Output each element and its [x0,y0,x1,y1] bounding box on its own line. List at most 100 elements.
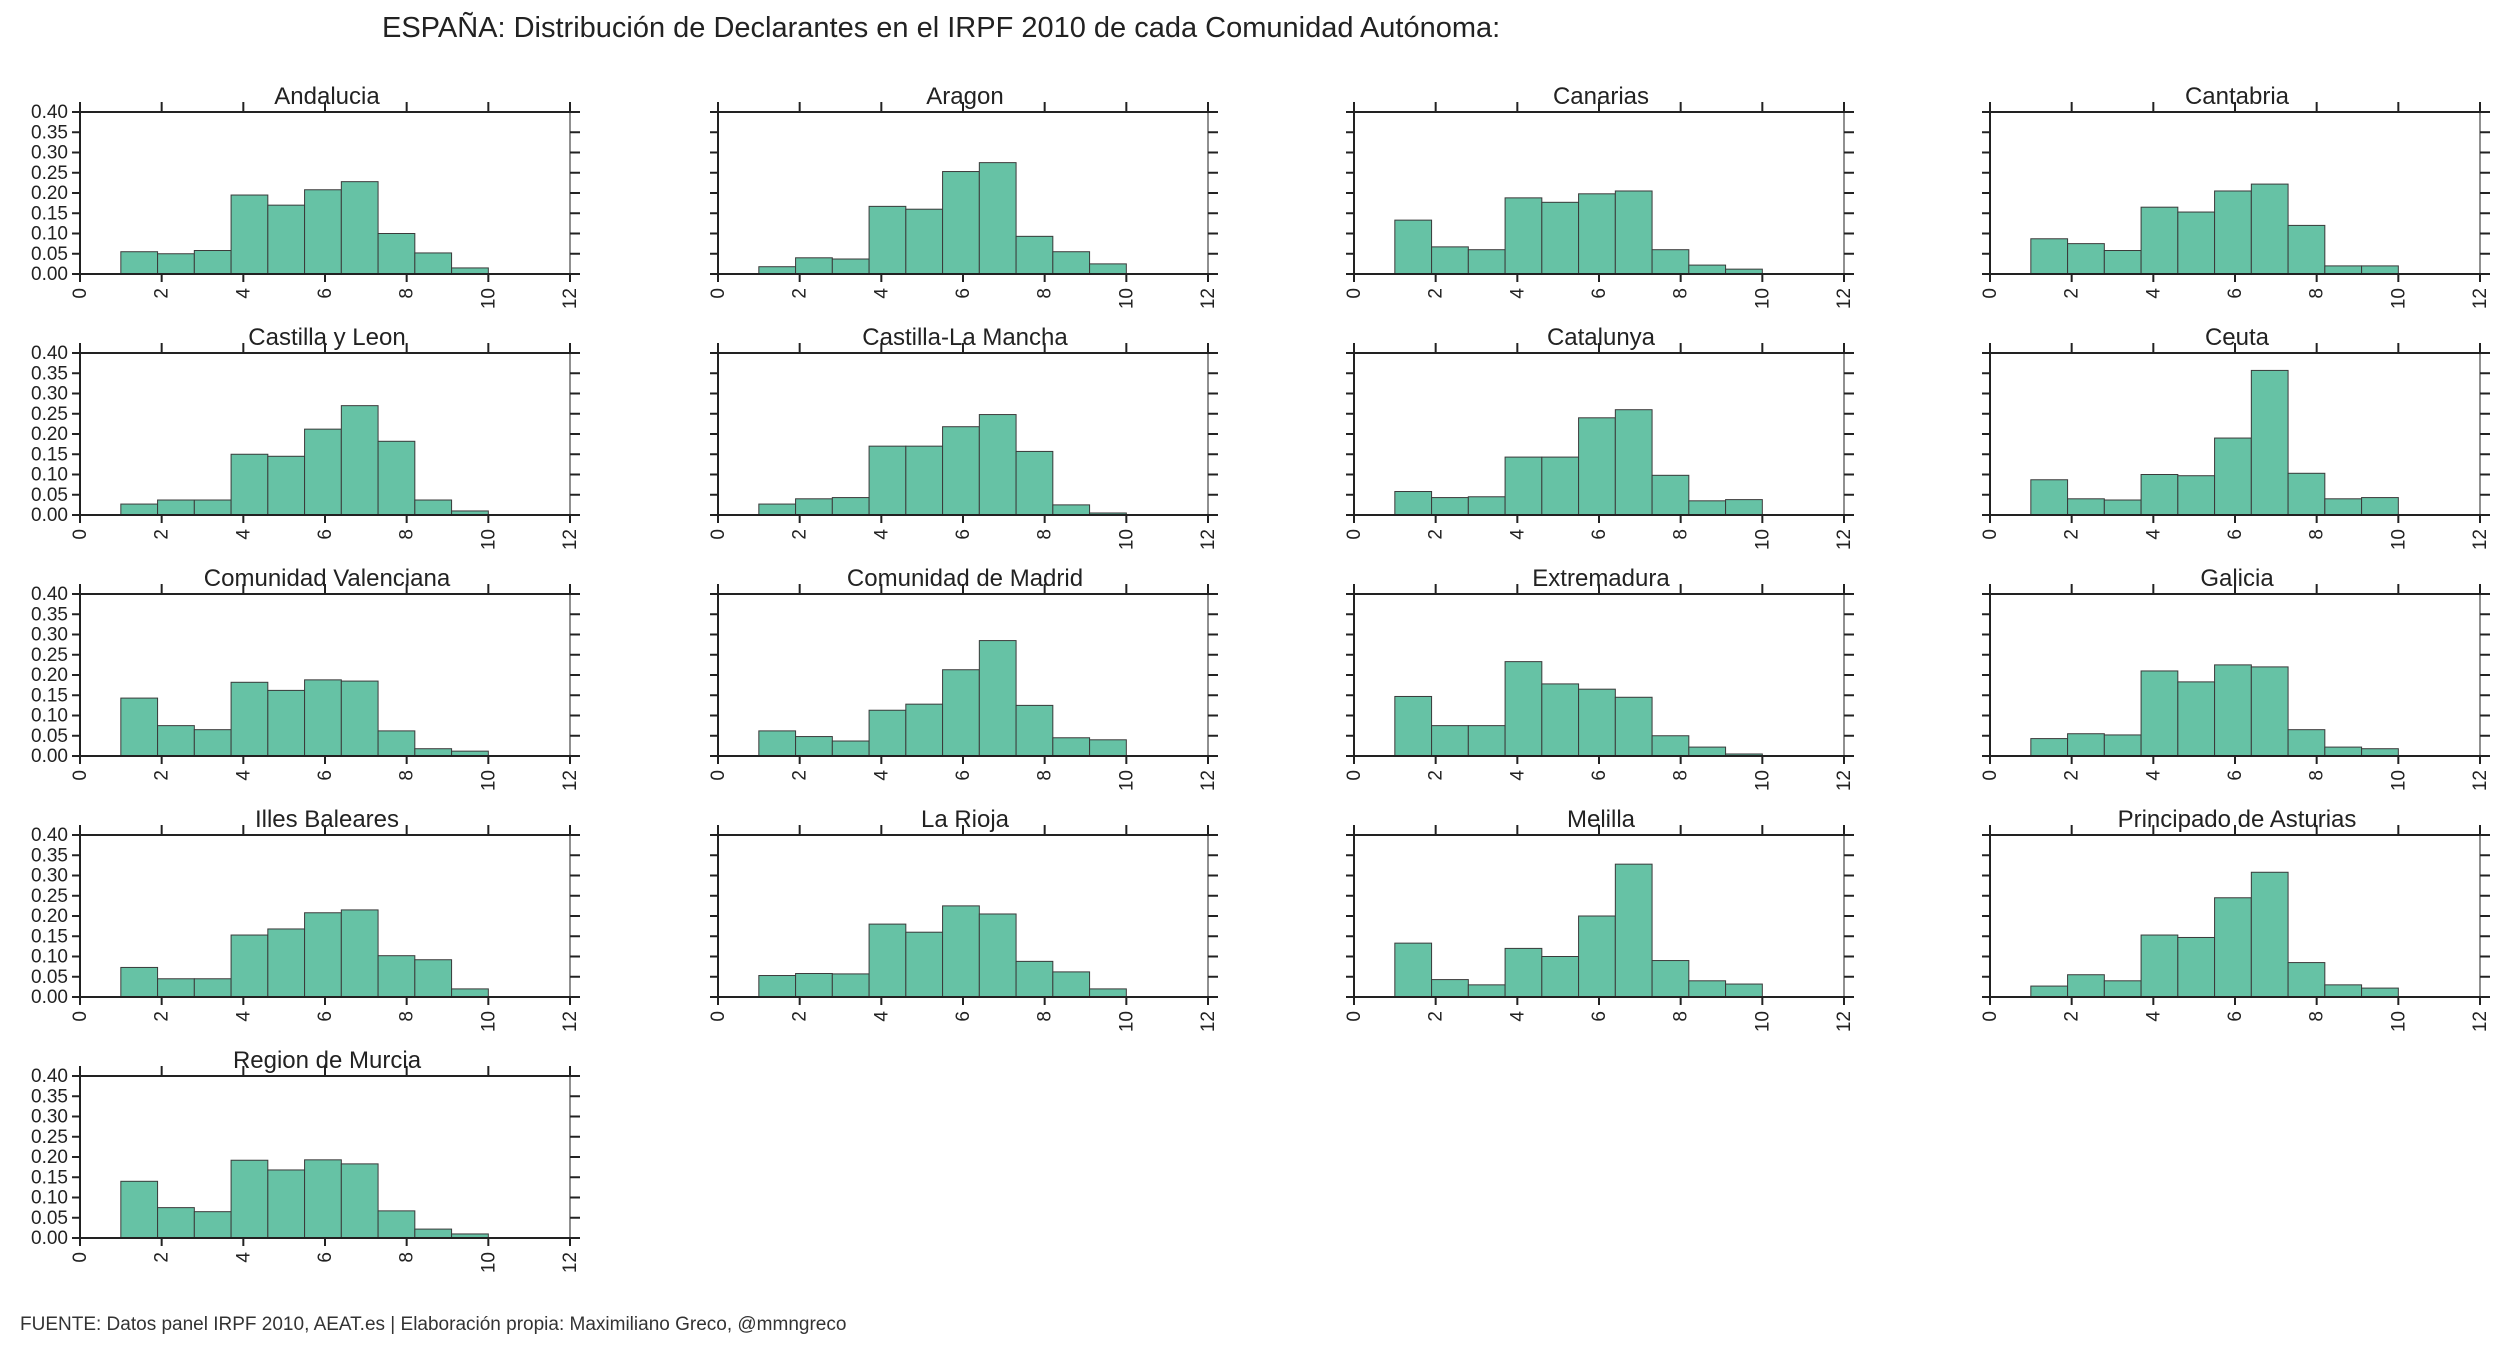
histogram-bar [2140,474,2179,516]
histogram-bar [1467,249,1506,275]
histogram-bar [377,233,416,275]
x-tick-label: 10 [1116,770,1137,791]
x-tick-label: 8 [1035,770,1056,781]
histogram-bar [2214,897,2252,998]
y-tick-label: 0.15 [31,203,68,224]
y-tick-label: 0.40 [31,584,68,605]
x-tick-label: 8 [397,529,418,540]
histogram-bar [2324,746,2363,757]
histogram-bar [377,1210,416,1239]
histogram-bar [1541,956,1580,998]
x-tick-label: 0 [1344,529,1365,540]
histogram-bar [905,931,944,998]
x-tick-label: 8 [397,288,418,299]
histogram-bar [1614,409,1653,516]
y-tick-label: 0.10 [31,1188,68,1209]
histogram-bar [1651,960,1690,998]
panel-extremadura: 0 2 4 6 8 10 12 Extremadura [1344,565,1855,791]
x-tick-label: 8 [2307,288,2328,299]
histogram-bar [1578,688,1616,757]
histogram-bar [795,257,833,275]
x-tick-label: 12 [1834,770,1855,791]
histogram-bar [120,251,159,275]
histogram-bar [1504,661,1543,757]
histogram-bar [1614,863,1653,998]
y-tick-label: 0.35 [31,122,68,143]
x-tick-label: 0 [1980,1011,2001,1022]
histogram-bar [2287,729,2326,757]
x-tick-label: 2 [790,529,811,540]
x-tick-label: 10 [1116,529,1137,550]
histogram-bar [377,730,416,757]
histogram-bar [414,499,453,516]
y-tick-label: 0.05 [31,967,68,988]
x-tick-label: 10 [1116,288,1137,309]
histogram-bar [2103,734,2142,757]
histogram-bar [1467,984,1506,998]
y-tick-label: 0.35 [31,845,68,866]
histogram-bar [942,171,980,275]
x-tick-label: 8 [1671,770,1692,781]
y-tick-label: 0.20 [31,1147,68,1168]
histogram-bar [304,189,342,275]
x-tick-label: 10 [1752,770,1773,791]
x-tick-label: 12 [560,1252,581,1273]
panel-comunidad-de-madrid: 0 2 4 6 8 10 12 Comunidad de Madrid [708,565,1219,791]
x-tick-label: 0 [70,288,91,299]
x-tick-label: 2 [2062,1011,2083,1022]
histogram-bar [1089,263,1127,275]
histogram-bar [2287,224,2326,275]
y-tick-label: 0.15 [31,685,68,706]
histogram-bar [1467,496,1506,516]
y-tick-label: 0.35 [31,604,68,625]
x-tick-label: 2 [152,288,173,299]
panel-title: Comunidad Valenciana [204,565,451,592]
histogram-bar [2177,681,2216,757]
histogram-bar [193,1211,232,1239]
x-tick-label: 2 [1426,288,1447,299]
histogram-bar [1688,746,1727,757]
histogram-bar [1394,942,1433,998]
histogram-bar [1504,197,1543,275]
x-tick-label: 6 [315,1011,336,1022]
y-tick-label: 0.30 [31,625,68,646]
histogram-bar [2250,369,2289,516]
histogram-bar [758,975,797,998]
x-tick-label: 0 [1344,770,1365,781]
histogram-bar [1089,739,1127,757]
x-tick-label: 12 [1198,1011,1219,1032]
panel-title: Ceuta [2205,324,2270,351]
x-tick-label: 4 [233,770,254,781]
panel-title: Andalucia [274,83,380,110]
x-tick-label: 12 [560,288,581,309]
panel-title: Extremadura [1532,565,1670,592]
x-tick-label: 10 [2388,770,2409,791]
histogram-bar [2177,475,2216,516]
y-tick-label: 0.10 [31,706,68,727]
panel-title: La Rioja [921,806,1010,833]
y-tick-label: 0.05 [31,726,68,747]
y-tick-label: 0.30 [31,866,68,887]
panel-title: Aragon [926,83,1003,110]
x-tick-label: 10 [478,288,499,309]
histogram-bar [978,414,1017,516]
x-tick-label: 12 [560,529,581,550]
x-tick-label: 0 [70,770,91,781]
panel-title: Comunidad de Madrid [847,565,1083,592]
histogram-bar [2103,980,2142,998]
histogram-bar [831,258,870,275]
histogram-bar [377,440,416,516]
panel-ceuta: 0 2 4 6 8 10 12 Ceuta [1980,324,2491,550]
panel-galicia: 0 2 4 6 8 10 12 Galicia [1980,565,2491,791]
panel-catalunya: 0 2 4 6 8 10 12 Catalunya [1344,324,1855,550]
x-tick-label: 6 [1589,770,1610,781]
panel-andalucia: 0.000.050.100.150.200.250.300.350.40 0 2 4 6… [31,83,581,309]
panel-title: Catalunya [1547,324,1656,351]
histogram-bar [1578,193,1616,275]
x-tick-label: 8 [397,770,418,781]
x-tick-label: 12 [2470,770,2491,791]
histogram-bar [304,1159,342,1239]
y-tick-label: 0.05 [31,485,68,506]
histogram-bar [1467,725,1506,757]
panel-title: Illes Baleares [255,806,399,833]
